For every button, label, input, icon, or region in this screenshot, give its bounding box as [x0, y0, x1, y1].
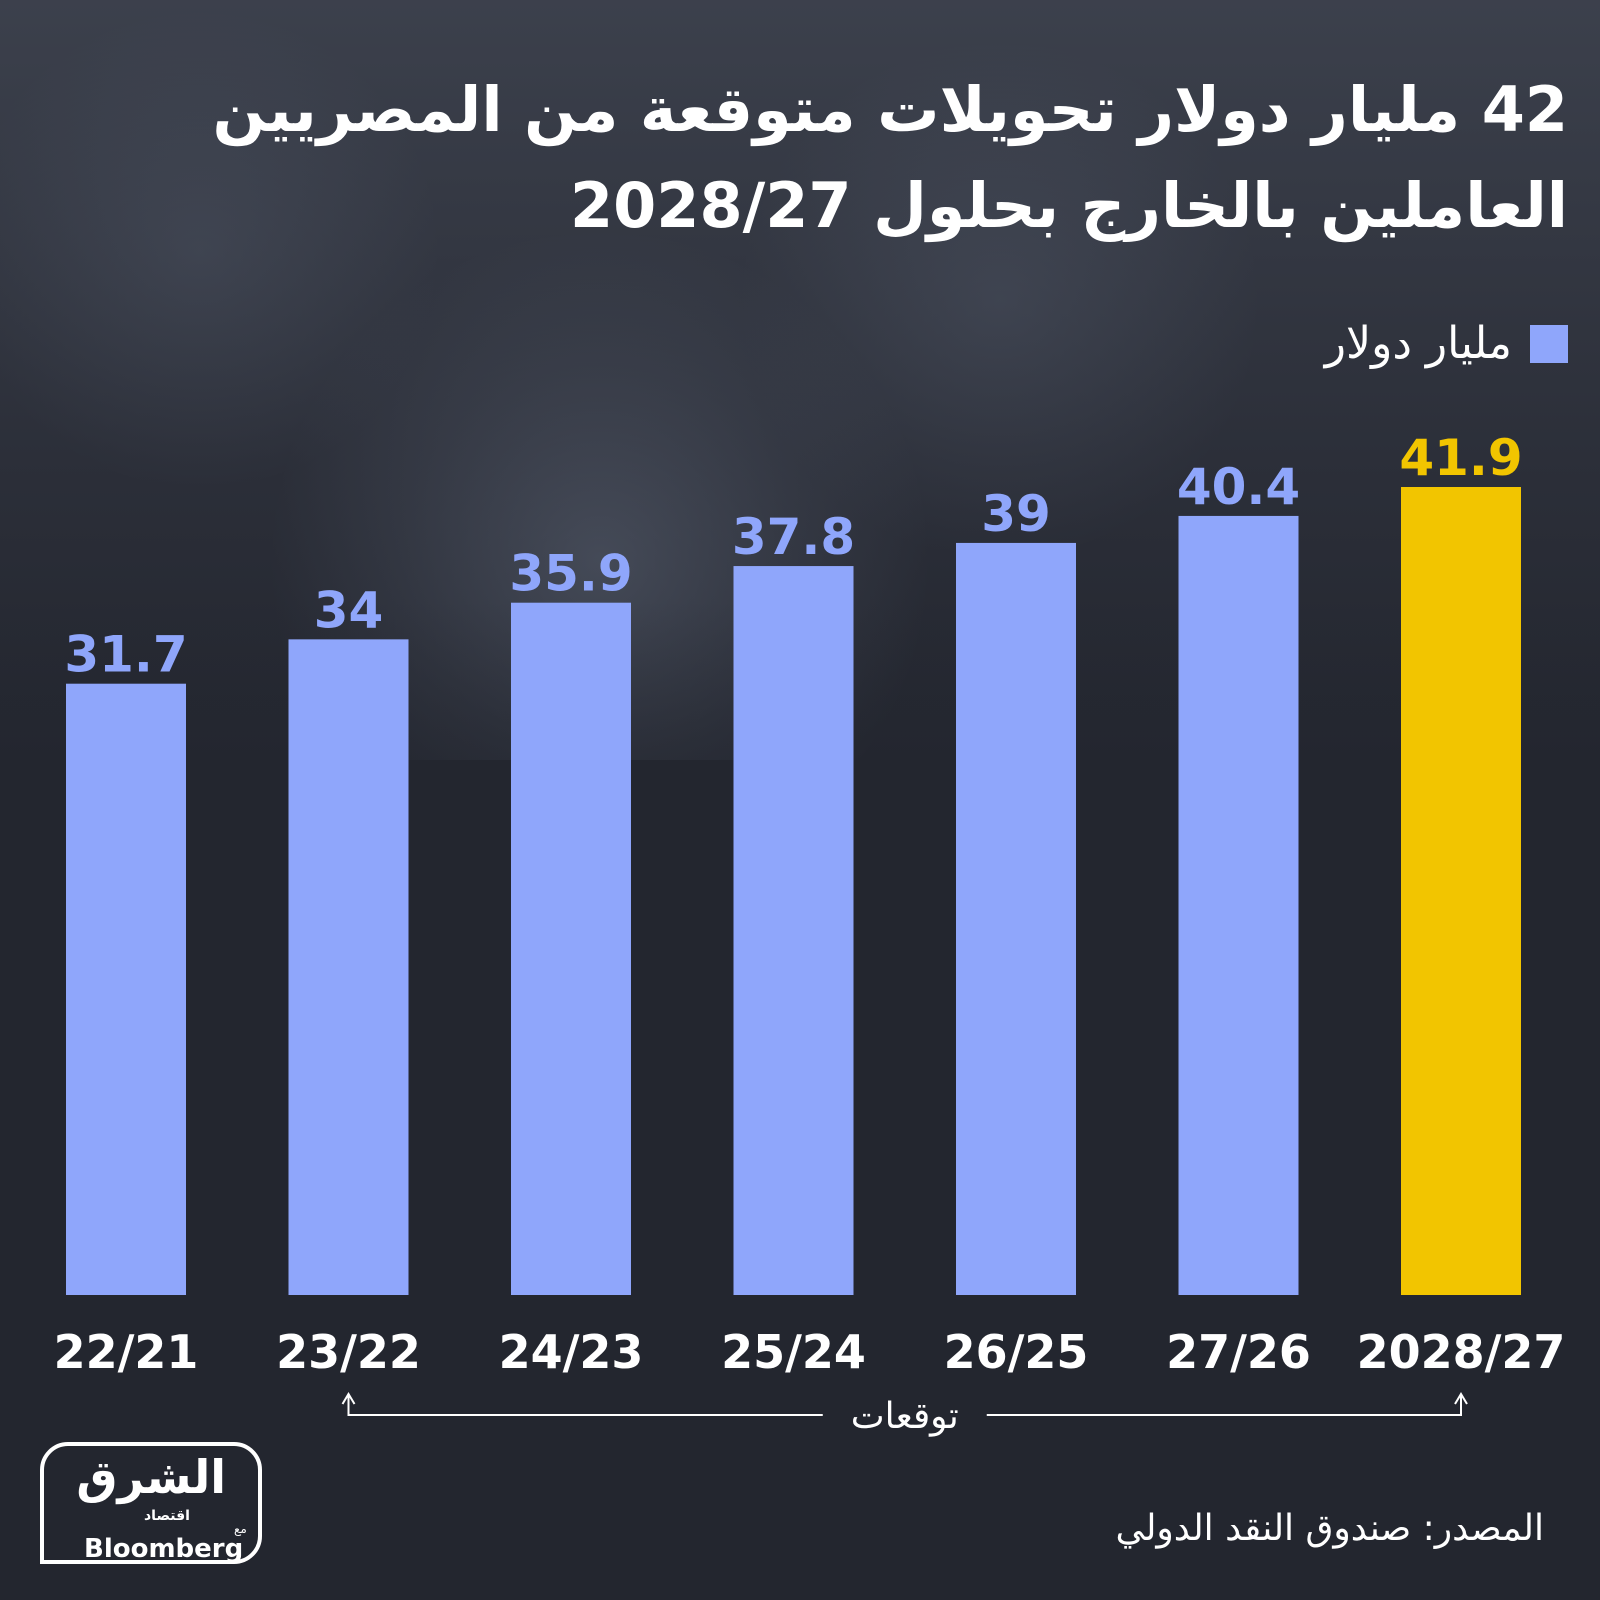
bar-chart: 31.7 22/21 34 23/22 35.9 24/23 37.8 25/24 39 26/2… [54, 429, 1566, 1437]
value-label-27/26: 40.4 [1177, 458, 1300, 516]
logo-sub-text: اقتصاد [144, 1508, 190, 1524]
asharq-bloomberg-logo: الشرق اقتصاد مع Bloomberg [40, 1442, 262, 1564]
logo-partner-text: Bloomberg [84, 1534, 244, 1564]
value-label-24/23: 35.9 [509, 545, 632, 603]
bar-23/22 [288, 639, 409, 1295]
forecast-arrow-right-icon [1454, 1392, 1468, 1405]
value-label-22/21: 31.7 [64, 626, 187, 684]
chart-title: 42 مليار دولار تحويلات متوقعة من المصريي… [212, 73, 1568, 242]
forecast-arrow-left-icon [341, 1392, 356, 1405]
category-label-2028/27: 2028/27 [1357, 1325, 1566, 1379]
legend: مليار دولار [1325, 318, 1568, 369]
value-label-26/25: 39 [981, 485, 1051, 543]
legend-label: مليار دولار [1324, 318, 1512, 369]
logo-main-text: الشرق [76, 1450, 226, 1504]
bar-22/21 [66, 683, 186, 1295]
forecast-label: توقعات [851, 1396, 959, 1437]
category-label-24/23: 24/23 [499, 1325, 644, 1379]
category-label-22/21: 22/21 [54, 1325, 199, 1379]
bar-24/23 [511, 602, 631, 1295]
bar-2028/27 [1401, 487, 1521, 1295]
category-label-23/22: 23/22 [276, 1325, 421, 1379]
category-label-26/25: 26/25 [944, 1325, 1089, 1379]
bar-26/25 [956, 542, 1076, 1295]
source-note: المصدر: صندوق النقد الدولي [1115, 1508, 1544, 1549]
value-label-25/24: 37.8 [732, 508, 855, 566]
category-label-27/26: 27/26 [1166, 1325, 1311, 1379]
legend-swatch [1530, 324, 1568, 363]
bar-25/24 [733, 566, 854, 1295]
value-label-2028/27: 41.9 [1399, 429, 1522, 487]
logo-with-text: مع [234, 1522, 247, 1536]
category-label-25/24: 25/24 [721, 1325, 866, 1379]
forecast-bracket [347, 1396, 1462, 1416]
value-label-23/22: 34 [314, 581, 384, 639]
bar-27/26 [1178, 515, 1299, 1295]
